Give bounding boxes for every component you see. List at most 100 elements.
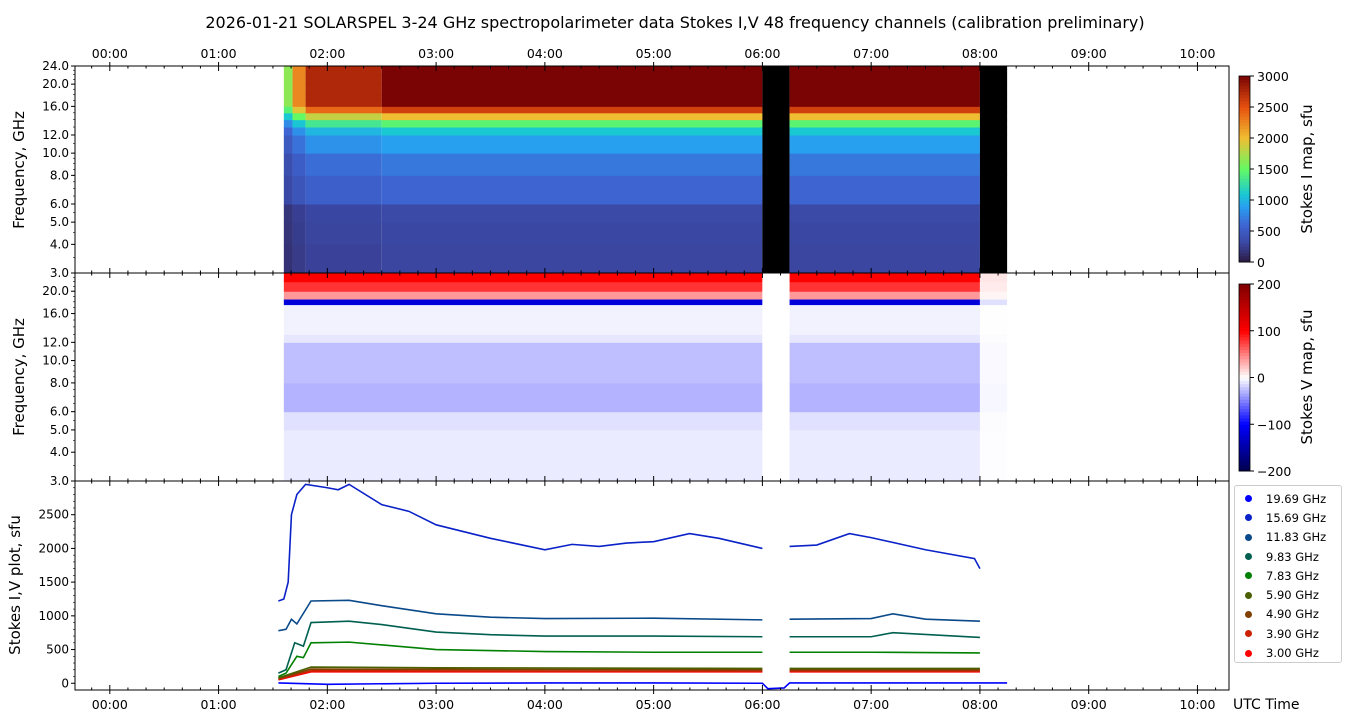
- heatmap-cell: [283, 429, 763, 482]
- colorbar-tick-label: 3000: [1257, 69, 1289, 84]
- colorbar-segment: [1239, 221, 1250, 226]
- heatmap-cell: [789, 84, 980, 96]
- heatmap-cell: [283, 84, 293, 96]
- legend-label: 9.83 GHz: [1266, 549, 1319, 564]
- legend-item: 15.69 GHz: [1235, 508, 1341, 527]
- heatmap-cell: [305, 135, 382, 154]
- heatmap-cell: [979, 244, 1008, 274]
- colorbar-tick-label: 0: [1257, 255, 1265, 270]
- heatmap-cell: [762, 135, 790, 154]
- colorbar-segment: [1239, 172, 1250, 176]
- y-tick-label: 10.0: [42, 354, 69, 368]
- colorbar-segment: [1239, 153, 1250, 158]
- colorbar-segment: [1239, 346, 1250, 350]
- bottom-x-tick-label: 09:00: [1071, 697, 1107, 712]
- legend-item: 7.83 GHz: [1235, 566, 1341, 585]
- colorbar-segment: [1239, 144, 1250, 148]
- heatmap-cell: [762, 175, 790, 205]
- y-tick-label: 16.0: [42, 307, 69, 321]
- stokes-i-colorbar-label: Stokes I map, sfu: [1298, 104, 1316, 233]
- series-line-3-00-GHz: [278, 670, 763, 681]
- legend-label: 11.83 GHz: [1266, 530, 1327, 545]
- colorbar-segment: [1239, 190, 1250, 195]
- colorbar-segment: [1239, 255, 1250, 260]
- heatmap-cell: [305, 84, 382, 96]
- colorbar-segment: [1239, 206, 1250, 210]
- heatmap-cell: [789, 74, 980, 85]
- colorbar-segment: [1239, 296, 1250, 301]
- heatmap-cell: [789, 411, 980, 431]
- colorbar-segment: [1239, 103, 1250, 108]
- y-tick-label: 20.0: [42, 77, 69, 91]
- colorbar-segment: [1239, 215, 1250, 220]
- legend-marker-icon: [1245, 630, 1252, 638]
- top-x-tick-label: 06:00: [744, 46, 780, 61]
- heatmap-cell: [762, 382, 790, 413]
- heatmap-cell: [979, 304, 1008, 321]
- colorbar-segment: [1239, 91, 1250, 96]
- heatmap-cell: [979, 429, 1008, 482]
- colorbar-segment: [1239, 94, 1250, 99]
- stokes-i-ylabel: Frequency, GHz: [10, 111, 28, 229]
- y-tick-label: 10.0: [42, 146, 69, 160]
- colorbar-tick-label: −100: [1257, 417, 1291, 432]
- heatmap-cell: [979, 175, 1008, 205]
- y-tick-label: 2500: [38, 508, 69, 522]
- heatmap-cell: [789, 66, 980, 76]
- legend-item: 3.90 GHz: [1235, 624, 1341, 643]
- colorbar-segment: [1239, 231, 1250, 235]
- heatmap-cell: [381, 84, 763, 96]
- colorbar-segment: [1239, 134, 1250, 139]
- colorbar-segment: [1239, 343, 1250, 347]
- colorbar-segment: [1239, 212, 1250, 216]
- colorbar-segment: [1239, 128, 1250, 133]
- heatmap-cell: [979, 119, 1008, 128]
- bottom-x-tick-label: 07:00: [853, 697, 889, 712]
- series-line-3-90-GHz: [278, 669, 763, 680]
- colorbar-segment: [1239, 393, 1250, 397]
- colorbar-segment: [1239, 389, 1250, 394]
- colorbar-segment: [1239, 203, 1250, 207]
- heatmap-cell: [305, 74, 382, 85]
- heatmap-cell: [762, 119, 790, 128]
- heatmap-cell: [381, 74, 763, 85]
- colorbar-segment: [1239, 408, 1250, 413]
- legend-item: 3.00 GHz: [1235, 643, 1341, 662]
- heatmap-cell: [283, 175, 293, 205]
- heatmap-cell: [979, 281, 1008, 292]
- top-x-tick-label: 02:00: [309, 46, 345, 61]
- y-tick-label: 4.0: [50, 445, 69, 459]
- heatmap-cell: [979, 320, 1008, 335]
- heatmap-cell: [979, 106, 1008, 114]
- colorbar-segment: [1239, 181, 1250, 185]
- series-line-4-90-GHz: [278, 668, 763, 680]
- colorbar-segment: [1239, 88, 1250, 92]
- colorbar-tick-label: 200: [1257, 277, 1281, 292]
- heatmap-cell: [762, 320, 790, 335]
- heatmap-cell: [979, 334, 1008, 343]
- heatmap-cell: [789, 273, 980, 283]
- heatmap-cell: [381, 94, 763, 101]
- legend-marker-icon: [1245, 533, 1252, 541]
- bottom-x-tick-label: 00:00: [92, 697, 128, 712]
- colorbar-tick-label: 0: [1257, 371, 1265, 386]
- colorbar-tick-label: 1000: [1257, 193, 1289, 208]
- stokes-v-ylabel: Frequency, GHz: [10, 318, 28, 436]
- heatmap-cell: [789, 222, 980, 245]
- top-x-tick-label: 00:00: [92, 46, 128, 61]
- colorbar-segment: [1239, 358, 1250, 363]
- heatmap-cell: [789, 382, 980, 413]
- heatmap-cell: [283, 382, 763, 413]
- x-axis-label: UTC Time: [1233, 697, 1299, 713]
- colorbar-segment: [1239, 449, 1250, 453]
- colorbar-segment: [1239, 131, 1250, 136]
- colorbar-segment: [1239, 165, 1250, 170]
- legend-label: 3.90 GHz: [1266, 626, 1319, 641]
- colorbar-segment: [1239, 82, 1250, 86]
- heatmap-cell: [979, 127, 1008, 136]
- bottom-x-tick-label: 03:00: [418, 697, 454, 712]
- y-tick-label: 3.0: [50, 266, 69, 280]
- colorbar-segment: [1239, 436, 1250, 441]
- heatmap-cell: [283, 100, 293, 107]
- heatmap-cell: [762, 334, 790, 343]
